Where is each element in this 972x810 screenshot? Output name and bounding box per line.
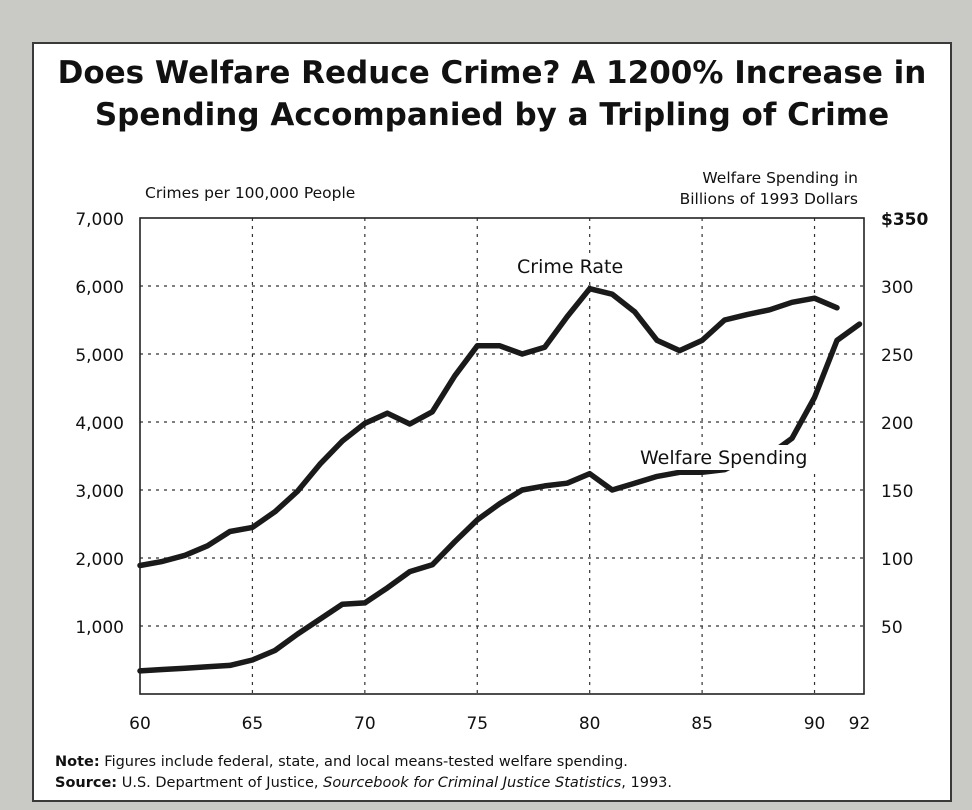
right-axis-label-line-1: Welfare Spending in — [702, 169, 858, 187]
y-right-tick-label: 250 — [881, 346, 913, 366]
x-tick-label: 90 — [804, 714, 826, 734]
y-left-tick-label: 2,000 — [75, 550, 124, 570]
x-tick-label: 85 — [691, 714, 713, 734]
y-left-tick-label: 4,000 — [75, 414, 124, 434]
y-left-tick-label: 3,000 — [75, 482, 124, 502]
welfare-spending-annotation: Welfare Spending — [640, 447, 807, 469]
chart-footer: Note: Figures include federal, state, an… — [55, 752, 672, 794]
y-left-tick-label: 7,000 — [75, 210, 124, 230]
x-tick-label: 65 — [242, 714, 264, 734]
series-lines — [137, 285, 863, 674]
crime-rate-line — [137, 285, 840, 569]
y-right-tick-label: $350 — [881, 210, 928, 230]
chart-title-line-2: Spending Accompanied by a Tripling of Cr… — [94, 97, 890, 133]
crime-rate-annotation: Crime Rate — [517, 256, 623, 278]
axes — [139, 217, 865, 695]
left-axis-label: Crimes per 100,000 People — [145, 184, 355, 202]
note-text: Figures include federal, state, and loca… — [99, 754, 628, 770]
x-tick-label: 70 — [354, 714, 376, 734]
note-label: Note: — [55, 754, 100, 770]
chart-title: Does Welfare Reduce Crime? A 1200% Incre… — [32, 52, 952, 136]
plot-frame — [139, 217, 865, 695]
y-left-tick-label: 5,000 — [75, 346, 124, 366]
footer-source: Source: U.S. Department of Justice, Sour… — [55, 773, 672, 794]
x-tick-label: 92 — [849, 714, 871, 734]
gridlines — [140, 218, 864, 694]
y-right-tick-label: 50 — [881, 618, 903, 638]
chart-labels: 1,000 2,000 3,000 4,000 5,000 6,000 7,000 50 100… — [75, 169, 928, 734]
chart-title-line-1: Does Welfare Reduce Crime? A 1200% Incre… — [57, 55, 927, 91]
welfare-spending-line — [137, 321, 863, 674]
y-right-tick-label: 150 — [881, 482, 913, 502]
crime-rate-annotation-backdrop — [513, 254, 629, 279]
y-right-tick-label: 300 — [881, 278, 913, 298]
y-right-tick-label: 200 — [881, 414, 913, 434]
source-year: , 1993. — [621, 775, 673, 791]
source-text: U.S. Department of Justice, — [117, 775, 324, 791]
welfare-spending-annotation-backdrop — [636, 445, 817, 470]
source-label: Source: — [55, 775, 118, 791]
x-tick-label: 60 — [129, 714, 151, 734]
source-title: Sourcebook for Criminal Justice Statisti… — [323, 775, 622, 791]
y-left-tick-label: 6,000 — [75, 278, 124, 298]
footer-note: Note: Figures include federal, state, an… — [55, 752, 672, 773]
x-tick-label: 80 — [579, 714, 601, 734]
right-axis-label-line-2: Billions of 1993 Dollars — [680, 190, 858, 208]
y-left-tick-label: 1,000 — [75, 618, 124, 638]
y-right-tick-label: 100 — [881, 550, 913, 570]
x-tick-label: 75 — [466, 714, 488, 734]
